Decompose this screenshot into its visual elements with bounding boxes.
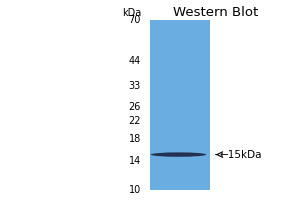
Text: kDa: kDa [122,8,141,18]
Text: ←15kDa: ←15kDa [219,150,262,160]
Text: 70: 70 [129,15,141,25]
Text: 26: 26 [129,102,141,112]
Text: 44: 44 [129,56,141,66]
Text: 14: 14 [129,156,141,166]
Text: 10: 10 [129,185,141,195]
Text: Western Blot: Western Blot [173,6,259,19]
Bar [150,20,210,190]
Ellipse shape [151,152,206,157]
Text: 18: 18 [129,134,141,144]
Text: 33: 33 [129,81,141,91]
Text: 22: 22 [128,116,141,126]
